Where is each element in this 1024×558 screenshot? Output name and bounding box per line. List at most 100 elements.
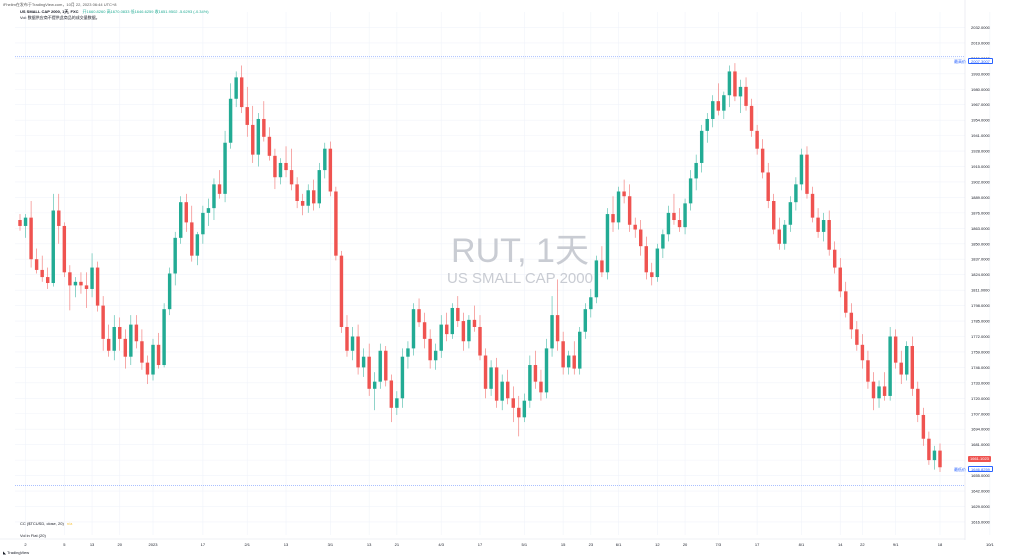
x-tick-label: 13 bbox=[90, 542, 95, 547]
candle-body bbox=[18, 220, 22, 226]
x-tick-label: 13 bbox=[284, 542, 289, 547]
candle-body bbox=[888, 336, 892, 396]
candle-body bbox=[461, 321, 466, 342]
candle-body bbox=[456, 307, 460, 322]
y-tick-label: 1681.0000 bbox=[971, 442, 991, 447]
x-tick-label: 2/1 bbox=[244, 542, 250, 547]
candle-body bbox=[766, 172, 770, 201]
candle-body bbox=[677, 220, 682, 228]
candle-body bbox=[106, 338, 111, 351]
candle-body bbox=[511, 398, 515, 408]
candle-body bbox=[910, 346, 915, 389]
candle-body bbox=[312, 190, 316, 204]
candle-body bbox=[478, 326, 482, 356]
x-tick-label: 21 bbox=[395, 542, 400, 547]
candle-body bbox=[223, 142, 227, 194]
y-tick-label: 1915.0000 bbox=[971, 164, 991, 169]
y-tick-label: 1707.0000 bbox=[971, 411, 991, 416]
legend-symbol[interactable]: US SMALL CAP 2000, 1天, FXC bbox=[20, 9, 79, 14]
candle-body bbox=[40, 269, 44, 278]
candle-body bbox=[212, 184, 216, 209]
candle-body bbox=[816, 217, 820, 232]
candle-body bbox=[129, 324, 133, 357]
high-price-tag: 2007.3007 bbox=[968, 58, 993, 64]
candle-body bbox=[101, 305, 105, 339]
high-price-label: 最高价 bbox=[954, 59, 966, 64]
candle-body bbox=[206, 208, 211, 213]
candle-body bbox=[428, 338, 432, 361]
candle-body bbox=[267, 136, 272, 156]
y-tick-label: 1785.0000 bbox=[971, 319, 991, 324]
candle-body bbox=[483, 355, 488, 389]
cc-indicator-legend[interactable]: CC ($TCUSD, close, 20) n/a bbox=[20, 521, 72, 526]
candle-body bbox=[877, 386, 881, 399]
x-tick-label: 18 bbox=[938, 542, 943, 547]
candle-body bbox=[921, 414, 926, 439]
candle-body bbox=[184, 202, 188, 223]
x-tick-label: 15 bbox=[561, 542, 566, 547]
legend-ohlc: 开1660.8260 高1670.0833 低1646.6259 收1651.9… bbox=[82, 9, 209, 14]
candle-body bbox=[439, 324, 443, 351]
candle-body bbox=[905, 346, 909, 375]
candle-body bbox=[378, 350, 382, 382]
vol-indicator-label: Vol in Fiat (20) bbox=[20, 533, 46, 538]
publisher-text: iFhelim在发布于TradingView.com，10月 22, 2023 … bbox=[3, 2, 117, 7]
candle-body bbox=[195, 234, 200, 256]
candle-body bbox=[140, 341, 144, 363]
candle-body bbox=[350, 336, 355, 351]
candle-body bbox=[517, 407, 521, 418]
candle-body bbox=[639, 229, 643, 247]
candle-body bbox=[533, 365, 538, 382]
low-price-tag: 1646.8259 bbox=[968, 466, 993, 472]
y-tick-label: 1993.0000 bbox=[971, 71, 991, 76]
candle-body bbox=[151, 344, 155, 375]
candle-body bbox=[251, 124, 255, 155]
candle-body bbox=[217, 184, 222, 194]
brand-text: TradingView bbox=[7, 550, 30, 555]
x-tick-label: 20 bbox=[118, 542, 123, 547]
low-price-label: 最低价 bbox=[954, 467, 966, 472]
candle-body bbox=[494, 367, 499, 401]
x-tick-label: 7/3 bbox=[716, 542, 722, 547]
candle-body bbox=[711, 101, 715, 119]
candle-body bbox=[683, 203, 687, 228]
candle-body bbox=[550, 315, 554, 349]
candle-body bbox=[871, 381, 876, 399]
y-tick-label: 1694.0000 bbox=[971, 427, 991, 432]
x-tick-label: 8/1 bbox=[799, 542, 805, 547]
candle-body bbox=[45, 277, 50, 284]
candle-body bbox=[927, 438, 931, 461]
candle-body bbox=[173, 237, 177, 274]
candle-body bbox=[450, 307, 455, 335]
candle-body bbox=[145, 362, 150, 375]
candle-body bbox=[234, 77, 238, 99]
candle-body bbox=[733, 71, 737, 97]
y-tick-label: 1850.0000 bbox=[971, 241, 991, 246]
candle-body bbox=[328, 148, 333, 192]
candle-body bbox=[794, 184, 798, 203]
candle-body bbox=[84, 285, 89, 289]
x-tick-label: 17 bbox=[755, 542, 760, 547]
y-tick-label: 1746.0000 bbox=[971, 365, 991, 370]
x-tick-label: 14 bbox=[838, 542, 843, 547]
y-tick-label: 1759.0000 bbox=[971, 349, 991, 354]
candle-body bbox=[384, 350, 388, 381]
candle-body bbox=[73, 281, 78, 286]
candle-body bbox=[821, 220, 826, 232]
candle-body bbox=[589, 297, 593, 310]
candle-body bbox=[544, 348, 549, 393]
candle-body bbox=[583, 309, 588, 332]
vol-indicator-legend[interactable]: Vol in Fiat (20) bbox=[20, 533, 46, 538]
x-tick-label: 5/1 bbox=[522, 542, 528, 547]
y-tick-label: 1824.0000 bbox=[971, 272, 991, 277]
candle-body bbox=[522, 400, 527, 418]
x-tick-label: 3/1 bbox=[328, 542, 334, 547]
candle-body bbox=[655, 248, 660, 278]
candle-body bbox=[716, 101, 721, 111]
candle-body bbox=[578, 331, 582, 369]
y-tick-label: 1980.0000 bbox=[971, 87, 991, 92]
candle-body bbox=[844, 291, 848, 313]
y-tick-label: 1642.0000 bbox=[971, 489, 991, 494]
candle-body bbox=[445, 324, 449, 335]
